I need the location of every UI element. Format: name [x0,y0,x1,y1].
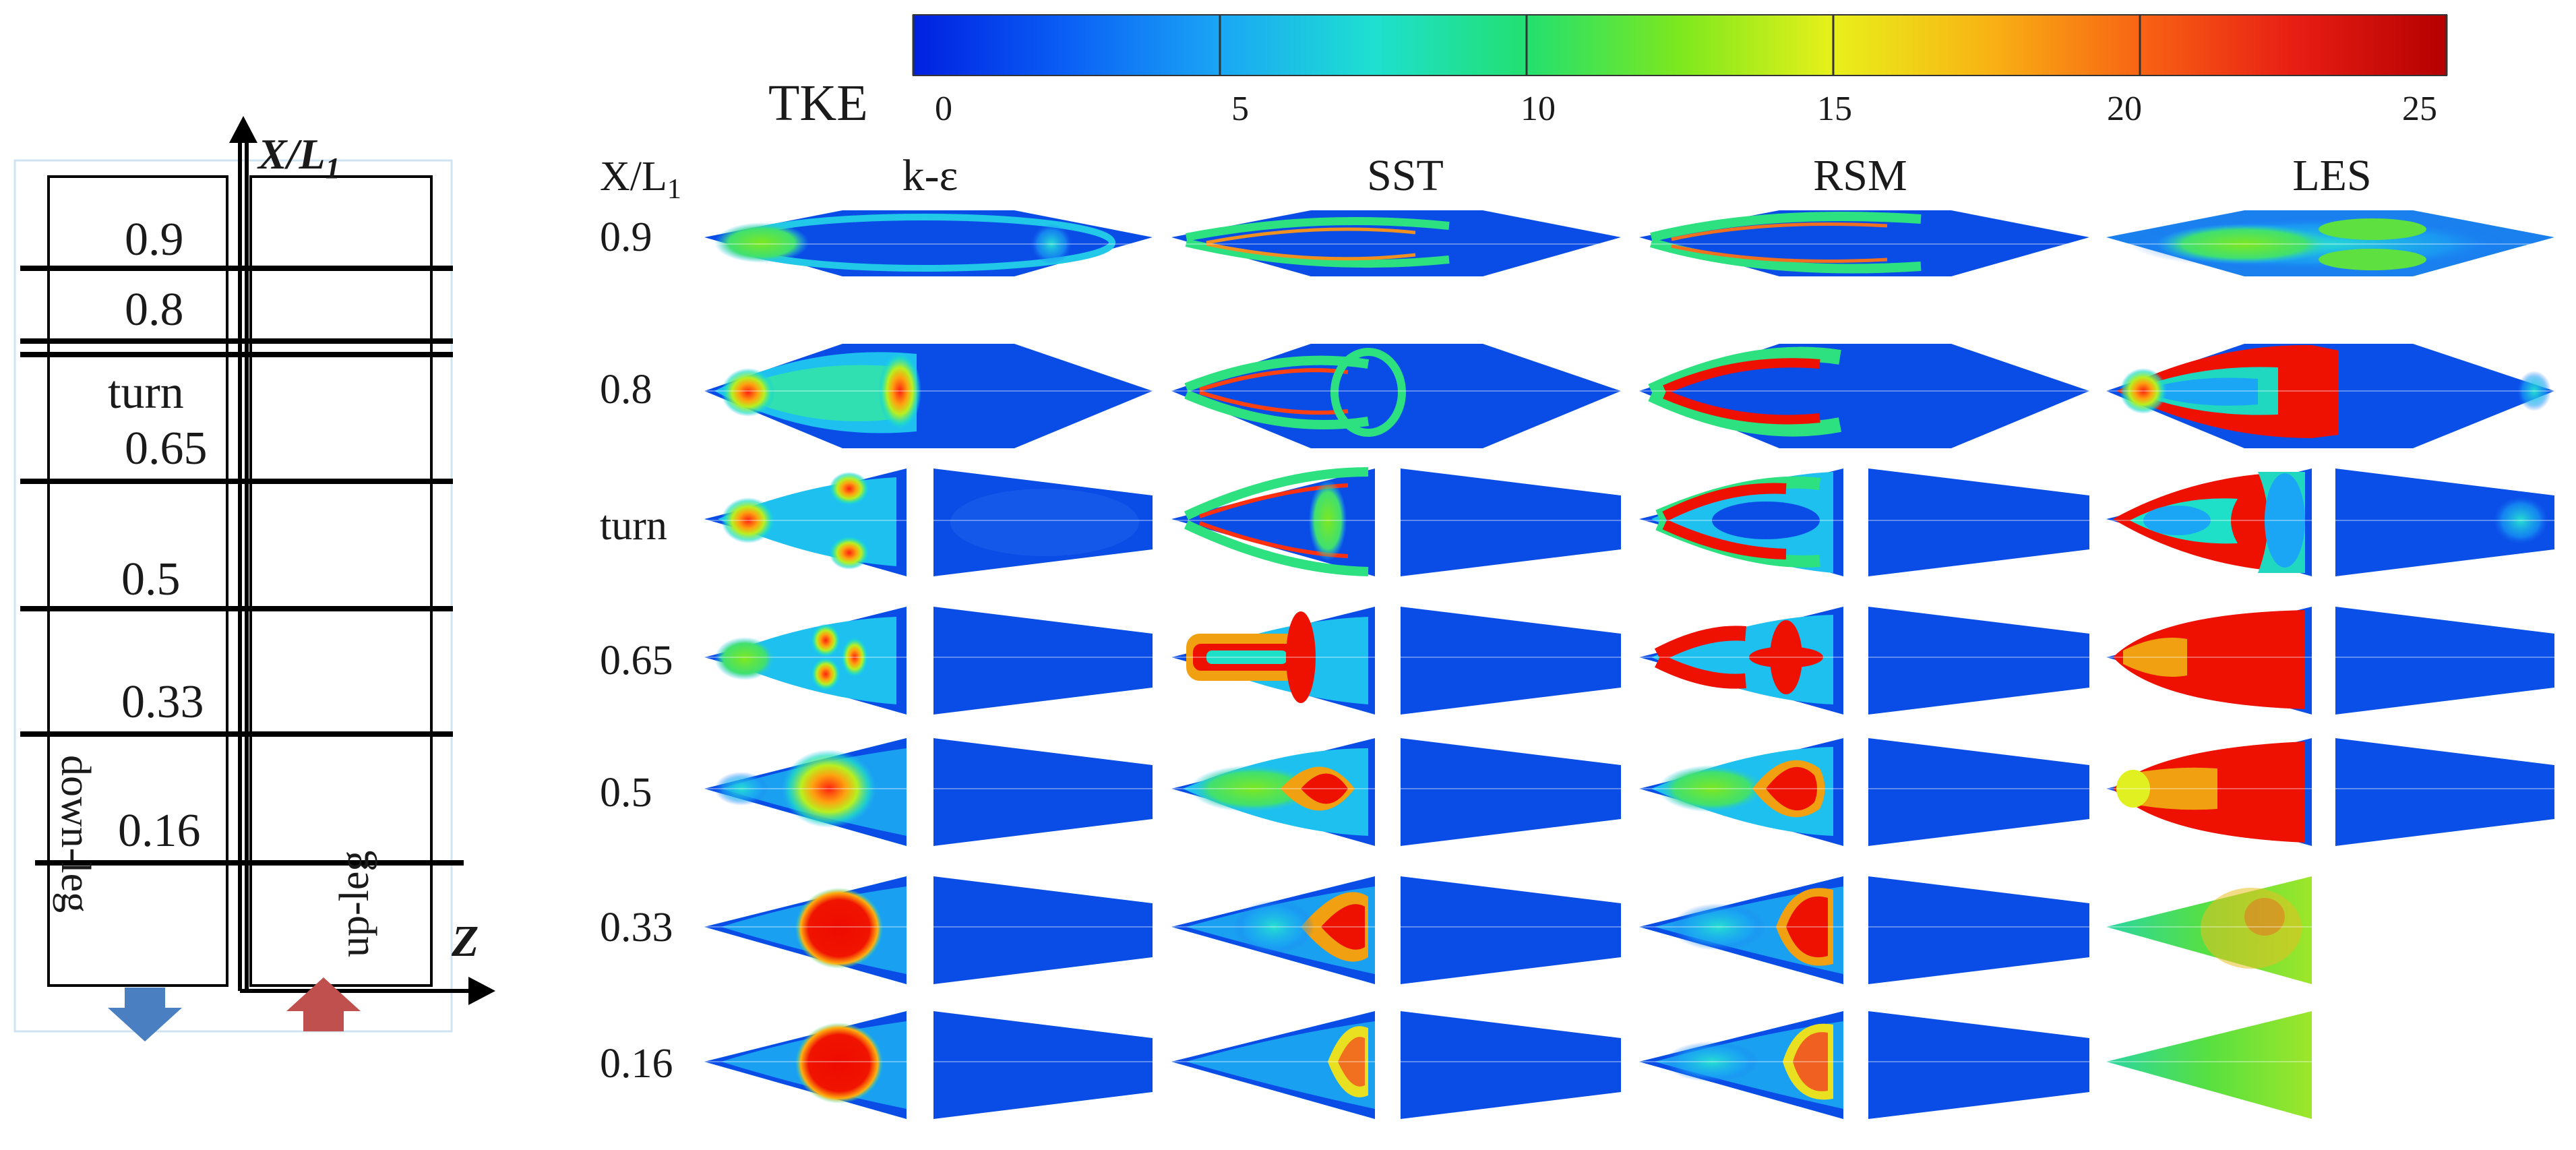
colorbar-label: TKE [768,75,868,131]
colorbar-tick-label: 0 [935,90,952,128]
contour-0.5-sst-downleg [1171,738,1375,846]
section-label-0.5: 0.5 [121,553,181,605]
contour-0.65-rsm-upleg [1868,607,2089,715]
contour-0.65-sst-downleg [1171,607,1375,715]
row-label-0.33: 0.33 [600,905,673,950]
axis-x-label: X/L1 [257,130,340,185]
colorbar-tick-label: 15 [1817,90,1852,128]
contour-0.5-sst-upleg [1401,738,1621,846]
contour-turn-rsm-downleg [1639,468,1843,576]
row-label-0.5: 0.5 [600,770,652,816]
contour-0.33-k-epsilon-upleg [933,876,1153,984]
contour-0.65-k-epsilon-downleg [704,607,907,715]
contour-turn-les-downleg [2106,468,2312,576]
tke-contour-maps [704,210,2554,1119]
contour-0.16-rsm-downleg [1639,1011,1843,1119]
schematic-frame [13,159,453,1033]
section-label-0.65: 0.65 [125,423,208,475]
contour-0.16-rsm-upleg [1868,1011,2089,1119]
contour-0.5-k-epsilon-downleg [704,738,907,846]
contour-turn-k-epsilon-upleg [933,468,1153,576]
upleg-channel [249,175,433,987]
colorbar-tick-label: 10 [1521,90,1556,128]
contour-0.65-rsm-downleg [1639,607,1843,715]
contour-0.65-k-epsilon-upleg [933,607,1153,715]
row-label-0.16: 0.16 [600,1041,673,1087]
contour-0.5-k-epsilon-upleg [933,738,1153,846]
contour-0.16-sst-upleg [1401,1011,1621,1119]
section-label-0.8: 0.8 [125,284,184,336]
colorbar: TKE 0 5 10 15 20 25 [768,14,2448,131]
upleg-label: up-leg [332,851,377,957]
model-header-k-epsilon: k-ε [902,151,958,200]
contour-0.9-les [2106,210,2554,276]
contour-0.9-rsm [1639,210,2089,276]
model-header-rsm: RSM [1813,151,1907,200]
row-label-turn: turn [600,503,667,549]
contour-0.33-rsm-downleg [1639,876,1843,984]
contour-0.33-les-downleg [2106,876,2312,984]
contour-0.9-sst [1171,210,1621,276]
colorbar-tick-label: 20 [2107,90,2142,128]
section-label-0.16: 0.16 [118,805,201,857]
downleg-channel [47,175,228,987]
contour-0.5-les-downleg [2106,738,2312,846]
contour-0.16-sst-downleg [1171,1011,1375,1119]
grid-headers: X/L1 k-ε SST RSM LES 0.9 0.8 turn 0.65 0… [600,151,2372,1087]
model-header-sst: SST [1367,151,1444,200]
contour-0.65-les-upleg [2335,607,2554,715]
contour-0.65-les-downleg [2106,607,2312,715]
contour-0.65-sst-upleg [1401,607,1621,715]
contour-0.5-rsm-downleg [1639,738,1843,846]
contour-0.16-k-epsilon-downleg [704,1011,907,1119]
contour-0.16-les-downleg [2106,1011,2312,1119]
section-label-0.33: 0.33 [121,676,204,728]
contour-0.8-rsm [1639,344,2089,448]
row-label-0.65: 0.65 [600,638,673,684]
down-arrow-icon [108,988,182,1041]
schematic-diagram: X/L1 Z 0.9 0.8 turn 0.65 0.5 0.33 0.16 d… [13,116,495,1041]
row-header: X/L1 [600,154,681,205]
contour-0.8-les [2106,344,2554,448]
downleg-label: down-leg [53,755,98,913]
z-axis-arrowhead [468,977,495,1005]
colorbar-bar [913,14,2447,76]
contour-0.5-rsm-upleg [1868,738,2089,846]
contour-0.33-sst-downleg [1171,876,1375,984]
row-label-0.8: 0.8 [600,367,652,413]
section-label-turn: turn [108,367,184,419]
contour-turn-rsm-upleg [1868,468,2089,576]
colorbar-tick-label: 25 [2402,90,2437,128]
colorbar-ticks [912,15,2448,75]
contour-0.33-sst-upleg [1401,876,1621,984]
contour-0.16-k-epsilon-upleg [933,1011,1153,1119]
section-label-0.9: 0.9 [125,214,184,266]
contour-0.9-k-epsilon [704,210,1153,276]
x-axis-arrowhead [229,116,257,143]
contour-turn-les-upleg [2335,468,2554,576]
contour-0.33-k-epsilon-downleg [704,876,907,984]
contour-0.33-rsm-upleg [1868,876,2089,984]
model-header-les: LES [2292,151,2371,200]
row-label-0.9: 0.9 [600,214,652,260]
contour-turn-k-epsilon-downleg [704,468,907,576]
contour-0.8-sst [1171,344,1621,448]
contour-0.8-k-epsilon [704,344,1153,448]
contour-turn-sst-upleg [1401,468,1621,576]
up-arrow-icon [286,977,361,1031]
contour-0.5-les-upleg [2335,738,2554,846]
colorbar-tick-label: 5 [1231,90,1249,128]
axis-z-label: Z [451,917,479,966]
contour-turn-sst-downleg [1171,467,1375,576]
